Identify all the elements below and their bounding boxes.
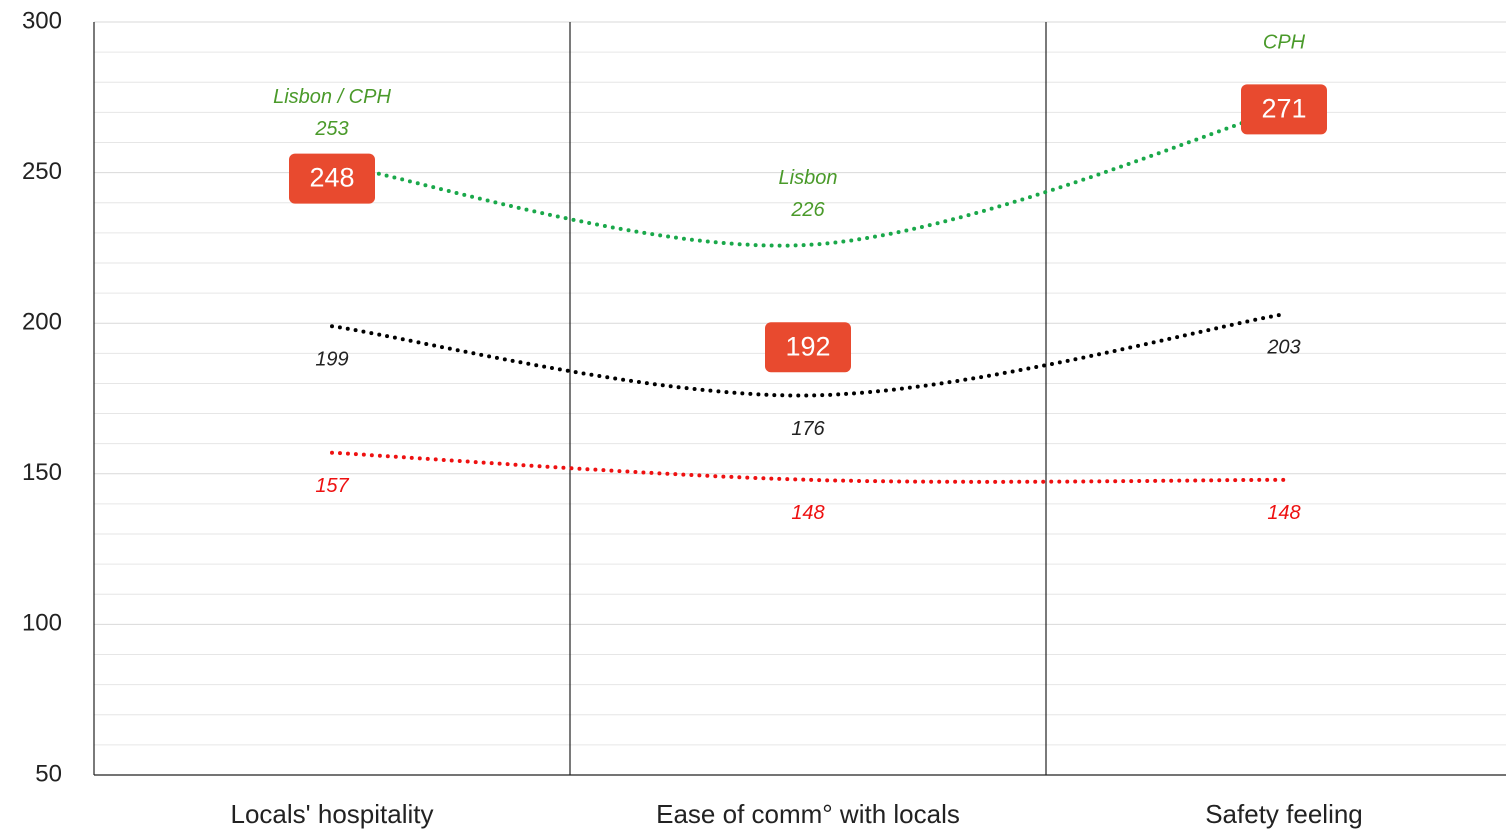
- data-label: 203: [1266, 336, 1300, 358]
- point-label: Lisbon / CPH: [273, 86, 391, 108]
- series-line: [330, 450, 1286, 484]
- highlight-box: 192: [765, 322, 851, 373]
- data-label: 253: [314, 118, 348, 140]
- data-label: 148: [1267, 502, 1300, 524]
- highlight-rect: [1241, 84, 1327, 135]
- highlight-rect: [289, 153, 375, 204]
- data-label: 157: [315, 475, 349, 497]
- data-label: 176: [791, 418, 825, 440]
- y-tick-label: 200: [22, 309, 62, 336]
- point-label: CPH: [1263, 32, 1306, 54]
- data-label: 226: [790, 199, 825, 221]
- data-label: 148: [791, 502, 824, 524]
- highlight-box: 271: [1241, 84, 1327, 135]
- x-tick-label: Safety feeling: [1205, 799, 1363, 829]
- data-label: 199: [315, 348, 348, 370]
- point-label: Lisbon: [779, 167, 838, 189]
- series-line: [330, 107, 1286, 248]
- y-tick-label: 300: [22, 7, 62, 34]
- highlight-rect: [765, 322, 851, 373]
- highlight-box: 248: [289, 153, 375, 204]
- y-tick-label: 100: [22, 610, 62, 637]
- y-tick-label: 150: [22, 459, 62, 486]
- series-line: [330, 312, 1286, 398]
- highlight-label: 248: [309, 163, 354, 193]
- x-tick-label: Locals' hospitality: [231, 799, 434, 829]
- x-tick-label: Ease of comm° with locals: [656, 799, 960, 829]
- y-tick-label: 250: [22, 158, 62, 185]
- y-tick-label: 50: [35, 760, 62, 787]
- highlight-label: 271: [1261, 93, 1306, 123]
- highlight-label: 192: [785, 331, 830, 361]
